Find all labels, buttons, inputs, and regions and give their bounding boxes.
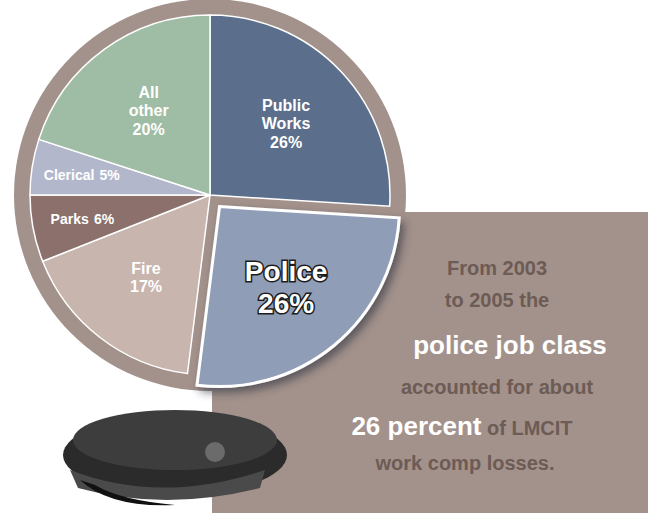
slice-value-label: 17% bbox=[130, 278, 162, 295]
pie-ring bbox=[14, 0, 406, 391]
slice-value-label: 26% bbox=[270, 134, 302, 151]
slice-value-label: 20% bbox=[133, 121, 165, 138]
hat-badge bbox=[205, 442, 225, 462]
slice-label-line: Fire bbox=[131, 260, 160, 277]
slice bbox=[39, 15, 210, 195]
slice-label: Parks bbox=[51, 211, 89, 227]
slice-label: Police bbox=[245, 256, 327, 287]
slices bbox=[30, 15, 399, 387]
slice-value-label: 5% bbox=[99, 167, 120, 183]
annotation-text: accounted for about bbox=[401, 376, 594, 398]
annotation: From 2003 to 2005 the police job class acco… bbox=[351, 257, 606, 474]
slice-label-line: All bbox=[138, 84, 158, 101]
slice bbox=[197, 207, 399, 387]
chart-root: PublicWorks26%Police26%Fire17%Parks6%Cle… bbox=[0, 0, 648, 513]
slice-value-label: 6% bbox=[94, 211, 115, 227]
annotation-text: 26 percent bbox=[351, 411, 481, 441]
hat-icon bbox=[63, 410, 287, 505]
slice-label-line: Public bbox=[262, 97, 310, 114]
annotation-text: police job class bbox=[413, 330, 607, 360]
annotation-text: work comp losses. bbox=[375, 452, 555, 474]
slice-label-line: Works bbox=[262, 115, 311, 132]
slice-label: Clerical bbox=[44, 167, 95, 183]
hat-band bbox=[70, 470, 265, 500]
slice bbox=[210, 15, 390, 206]
annotation-text: to 2005 the bbox=[445, 289, 549, 311]
hat-crown bbox=[73, 410, 277, 470]
slice-labels: PublicWorks26%Police26%Fire17%Parks6%Cle… bbox=[44, 84, 328, 319]
annotation-text: From 2003 bbox=[447, 257, 547, 279]
annotation-text: of LMCIT bbox=[481, 417, 572, 439]
slice-label: Fire bbox=[131, 260, 160, 277]
hat-visor bbox=[80, 480, 175, 505]
slice-label: PublicWorks bbox=[262, 97, 311, 132]
slice-label-line: other bbox=[129, 102, 169, 119]
slice-value-label: 26% bbox=[258, 288, 314, 319]
slice bbox=[30, 195, 210, 261]
slice-label: Allother bbox=[129, 84, 169, 119]
slice-label-line: Police bbox=[245, 256, 327, 287]
